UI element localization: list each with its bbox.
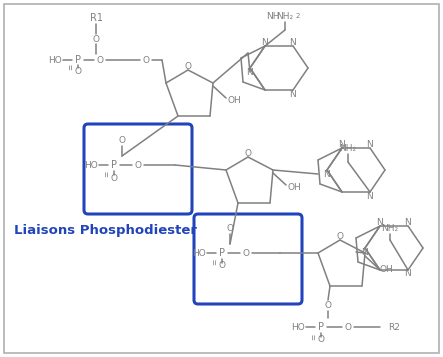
Text: OH: OH xyxy=(380,266,394,275)
Text: NH₂: NH₂ xyxy=(381,223,399,232)
Text: OH: OH xyxy=(288,182,302,191)
Text: =: = xyxy=(102,171,112,177)
Text: =: = xyxy=(310,334,319,340)
Text: N: N xyxy=(290,37,296,46)
Text: N: N xyxy=(290,90,296,99)
Text: O: O xyxy=(97,55,104,65)
Text: P: P xyxy=(111,160,117,170)
Text: =: = xyxy=(210,259,219,265)
Text: O: O xyxy=(110,174,117,182)
Text: O: O xyxy=(218,261,225,271)
Text: HO: HO xyxy=(192,248,206,257)
Text: N: N xyxy=(324,170,330,178)
Text: P: P xyxy=(75,55,81,65)
Text: O: O xyxy=(118,136,125,145)
Text: O: O xyxy=(226,223,233,232)
Text: N: N xyxy=(361,247,369,256)
Text: N: N xyxy=(367,191,373,201)
Text: N: N xyxy=(404,217,412,226)
Text: N: N xyxy=(404,270,412,278)
Text: HO: HO xyxy=(291,322,305,332)
Text: R1: R1 xyxy=(90,13,103,23)
Text: O: O xyxy=(325,301,331,310)
Text: O: O xyxy=(318,336,325,345)
Text: O: O xyxy=(74,66,82,75)
Text: N: N xyxy=(338,140,346,149)
Text: O: O xyxy=(143,55,149,65)
Text: O: O xyxy=(345,322,351,332)
Text: HO: HO xyxy=(48,55,62,65)
Text: O: O xyxy=(93,35,100,44)
Text: R2: R2 xyxy=(388,322,400,332)
Text: Liaisons Phosphodiester: Liaisons Phosphodiester xyxy=(14,223,197,236)
Text: 2: 2 xyxy=(296,13,300,19)
Text: =: = xyxy=(66,64,75,70)
Text: HO: HO xyxy=(84,161,98,170)
Text: P: P xyxy=(219,248,225,258)
Text: N: N xyxy=(262,37,268,46)
Text: N: N xyxy=(247,67,253,76)
Text: N: N xyxy=(367,140,373,149)
Text: N: N xyxy=(377,217,383,226)
Text: O: O xyxy=(337,231,343,241)
Text: P: P xyxy=(318,322,324,332)
Text: O: O xyxy=(245,149,252,157)
Text: O: O xyxy=(242,248,249,257)
Text: O: O xyxy=(184,61,191,70)
Text: NH₂: NH₂ xyxy=(339,144,357,152)
Text: NH: NH xyxy=(267,11,280,20)
Text: O: O xyxy=(135,161,141,170)
Text: NH₂: NH₂ xyxy=(276,11,294,20)
Text: OH: OH xyxy=(228,96,242,105)
